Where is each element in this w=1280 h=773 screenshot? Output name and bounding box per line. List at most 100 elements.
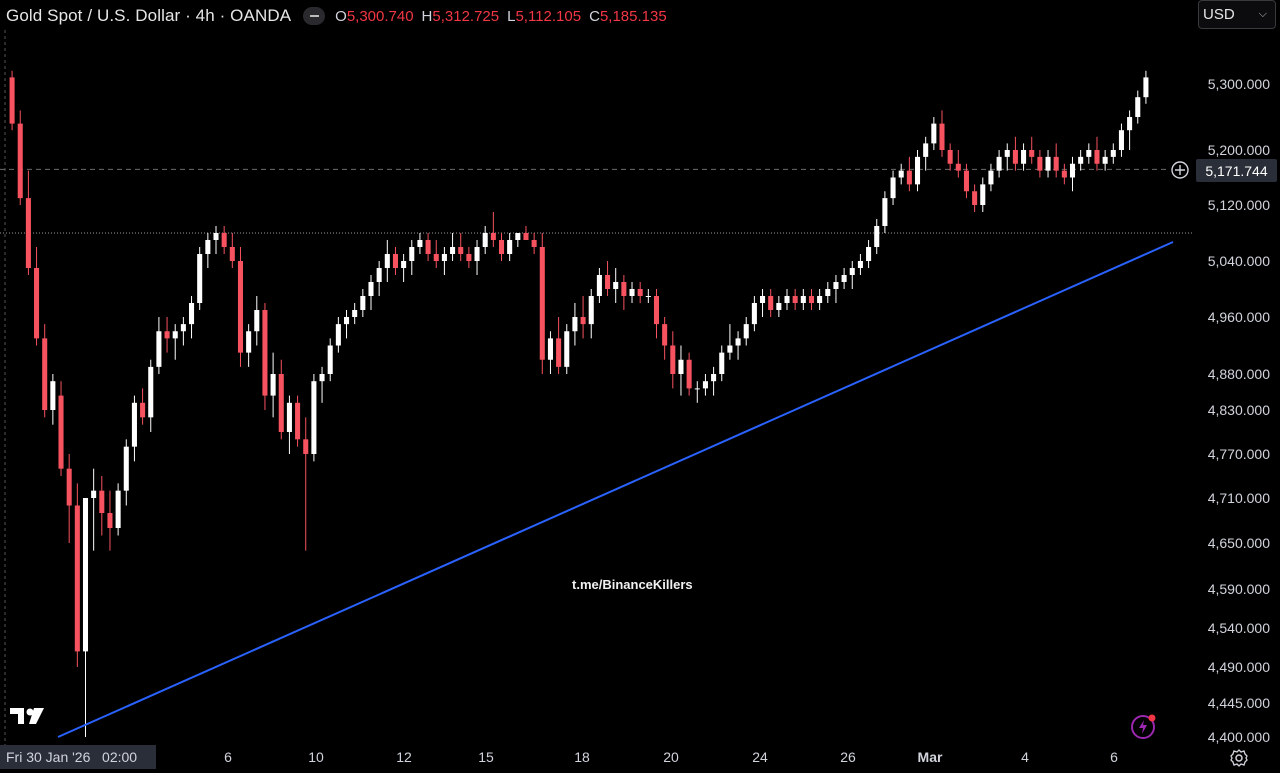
candle-body [368, 282, 374, 296]
candle-body [401, 261, 407, 268]
candle-body [319, 374, 325, 382]
trendline-layer [57, 241, 1174, 738]
candle-body [882, 198, 888, 226]
time-axis-label: 20 [663, 749, 679, 765]
candle-body [1053, 156, 1059, 171]
candle-body [947, 150, 953, 164]
candle-body [74, 505, 80, 652]
candle-body [246, 331, 252, 353]
candle-body [1127, 117, 1133, 131]
candle-body [539, 247, 545, 360]
candle-body [1110, 150, 1116, 157]
candle-body [588, 296, 594, 325]
minus-icon[interactable] [303, 7, 326, 25]
candle-body [99, 490, 105, 513]
candle-body [515, 233, 521, 240]
candle-body [1029, 150, 1035, 157]
candle-body [417, 240, 423, 247]
candle-body [849, 268, 855, 275]
candle-body [996, 156, 1002, 171]
candle-body [335, 324, 341, 346]
watermark-text: t.me/BinanceKillers [572, 577, 693, 592]
ohlc-high-value: 5,312.725 [432, 7, 500, 25]
candle-body [596, 275, 602, 296]
candle-body [817, 296, 823, 303]
candle-body [286, 402, 292, 432]
candle-body [25, 198, 31, 268]
candles [9, 70, 1149, 737]
candle-body [17, 123, 23, 199]
candle-body [972, 191, 978, 205]
candle-body [523, 233, 529, 240]
gear-icon[interactable] [1229, 748, 1249, 773]
candle-body [352, 310, 358, 317]
candle-body [800, 296, 806, 303]
candle-body [441, 254, 447, 261]
candle-body [392, 254, 398, 268]
candle-body [450, 247, 456, 254]
candle-body [605, 275, 611, 289]
candle-body [490, 233, 496, 240]
currency-select[interactable]: USD ⌵ [1198, 0, 1276, 29]
candle-body [384, 254, 390, 268]
price-axis-label: 4,880.000 [1208, 366, 1270, 382]
candle-body [751, 303, 757, 325]
candle-body [9, 77, 15, 124]
lightning-icon[interactable] [1130, 712, 1158, 745]
price-axis-label: 5,200.000 [1208, 142, 1270, 158]
candle-body [670, 345, 676, 374]
price-axis-label: 4,830.000 [1208, 402, 1270, 418]
candle-body [213, 233, 219, 240]
time-axis-label: 4 [1021, 749, 1029, 765]
candle-body [890, 177, 896, 199]
candle-body [327, 345, 333, 374]
plus-circle-icon[interactable] [1170, 160, 1190, 185]
candle-body [694, 388, 700, 390]
time-axis-label: 18 [574, 749, 590, 765]
candle-body [229, 247, 235, 261]
time-axis-label: 24 [752, 749, 768, 765]
ohlc-low-label: L [507, 7, 516, 25]
candle-body [1012, 150, 1018, 164]
candle-body [531, 240, 537, 247]
time-axis: 6 10 12 15 18 20 24 26 Mar 4 6 [224, 749, 1118, 765]
candle-body [906, 170, 912, 185]
candle-body [702, 381, 708, 389]
candle-body [931, 123, 937, 144]
candle-body [1004, 150, 1010, 157]
candle-body [833, 282, 839, 289]
candle-body [311, 381, 317, 454]
candle-body [727, 345, 733, 353]
ohlc-open-label: O [335, 7, 347, 25]
tradingview-logo-icon[interactable] [10, 706, 46, 731]
price-axis-label: 4,590.000 [1208, 581, 1270, 597]
time-axis-label: 6 [1110, 749, 1118, 765]
candle-body [1118, 130, 1124, 150]
crosshair-price-label: 5,171.744 [1196, 159, 1277, 182]
candle-body [939, 123, 945, 150]
candle-body [743, 324, 749, 339]
time-axis-label: 26 [840, 749, 856, 765]
candle-body [841, 275, 847, 282]
price-axis-label: 4,490.000 [1208, 659, 1270, 675]
candle-body [988, 170, 994, 185]
candle-body [91, 490, 97, 498]
price-axis-label: 4,650.000 [1208, 535, 1270, 551]
candle-body [254, 310, 260, 332]
candle-body [760, 296, 766, 303]
ohlc-low-value: 5,112.105 [515, 7, 582, 25]
candle-body [1135, 97, 1141, 117]
ohlc-high: H5,312.725 [422, 8, 500, 25]
ohlc-close-label: C [589, 7, 600, 25]
crosshair-date-text: Fri 30 Jan '26 02:00 [6, 749, 138, 765]
candle-body [343, 317, 350, 325]
candle-body [637, 289, 643, 296]
candle-body [866, 247, 872, 261]
candle-body [1143, 77, 1149, 98]
symbol-title[interactable]: Gold Spot / U.S. Dollar · 4h · OANDA [6, 6, 292, 25]
candle-body [34, 268, 40, 339]
candle-body [613, 282, 619, 289]
candle-body [914, 156, 921, 185]
candle-body [564, 331, 570, 367]
